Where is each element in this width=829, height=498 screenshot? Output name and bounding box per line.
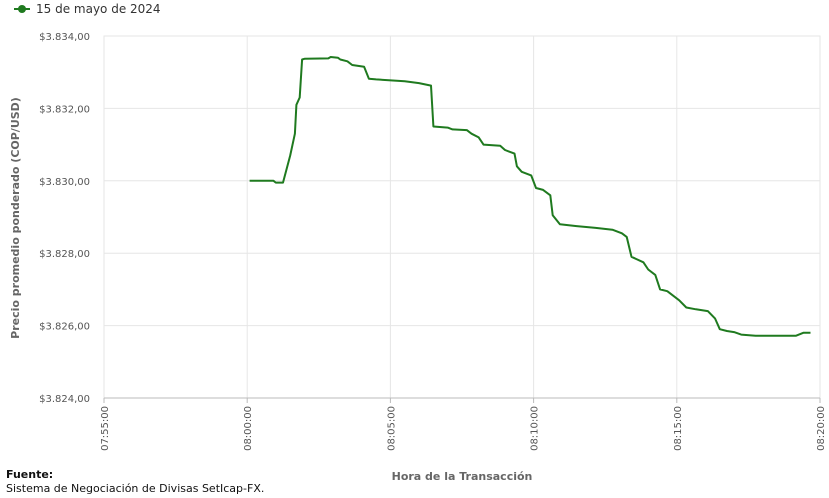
x-tick-label: 08:15:00: [673, 406, 684, 451]
legend[interactable]: 15 de mayo de 2024: [14, 2, 161, 16]
y-tick-label: $3.830,00: [39, 177, 90, 188]
x-tick-label: 07:55:00: [100, 406, 111, 451]
y-tick-label: $3.828,00: [39, 249, 90, 260]
y-tick-label: $3.832,00: [39, 104, 90, 115]
x-tick-label: 08:20:00: [816, 406, 827, 451]
legend-dot-marker: [18, 5, 26, 13]
source-footer: Fuente: Sistema de Negociación de Divisa…: [6, 468, 264, 496]
y-tick-label: $3.824,00: [39, 394, 90, 405]
y-tick-label: $3.834,00: [39, 32, 90, 43]
series-line: [249, 56, 811, 337]
y-tick-label: $3.826,00: [39, 322, 90, 333]
x-axis-ticks: 07:55:00 08:00:00 08:05:00 08:10:00 08:15:00…: [100, 398, 827, 451]
x-axis-title: Hora de la Transacción: [392, 470, 533, 483]
legend-label: 15 de mayo de 2024: [36, 2, 161, 16]
grid-lines: [103, 35, 821, 399]
x-tick-label: 08:00:00: [243, 406, 254, 451]
x-tick-label: 08:10:00: [530, 406, 541, 451]
y-axis-ticks: $3.824,00 $3.826,00 $3.828,00 $3.830,00 $3.8…: [39, 32, 90, 405]
y-axis-title: Precio promedio ponderado (COP/USD): [9, 97, 22, 339]
plot-area: [103, 35, 821, 399]
source-text: Sistema de Negociación de Divisas SetIca…: [6, 482, 265, 495]
x-tick-label: 08:05:00: [386, 406, 397, 451]
source-label: Fuente:: [6, 468, 54, 481]
